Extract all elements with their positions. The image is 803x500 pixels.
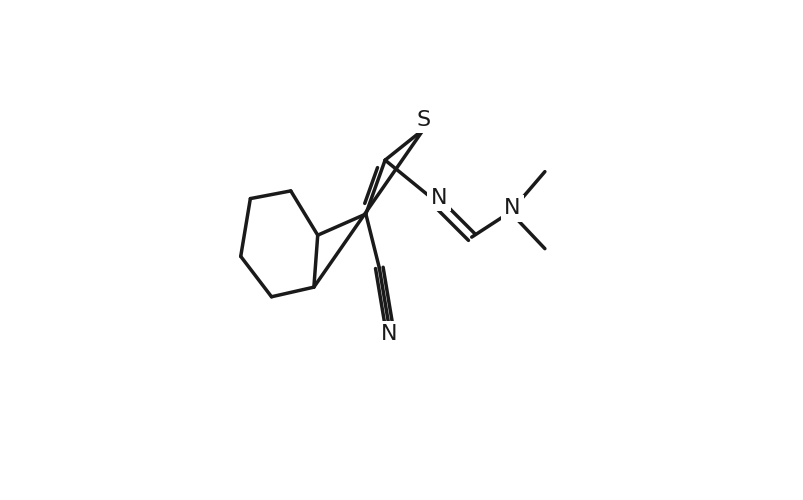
Text: N: N: [503, 198, 520, 218]
Text: N: N: [430, 188, 446, 208]
Text: S: S: [416, 110, 430, 130]
Text: N: N: [381, 324, 397, 344]
